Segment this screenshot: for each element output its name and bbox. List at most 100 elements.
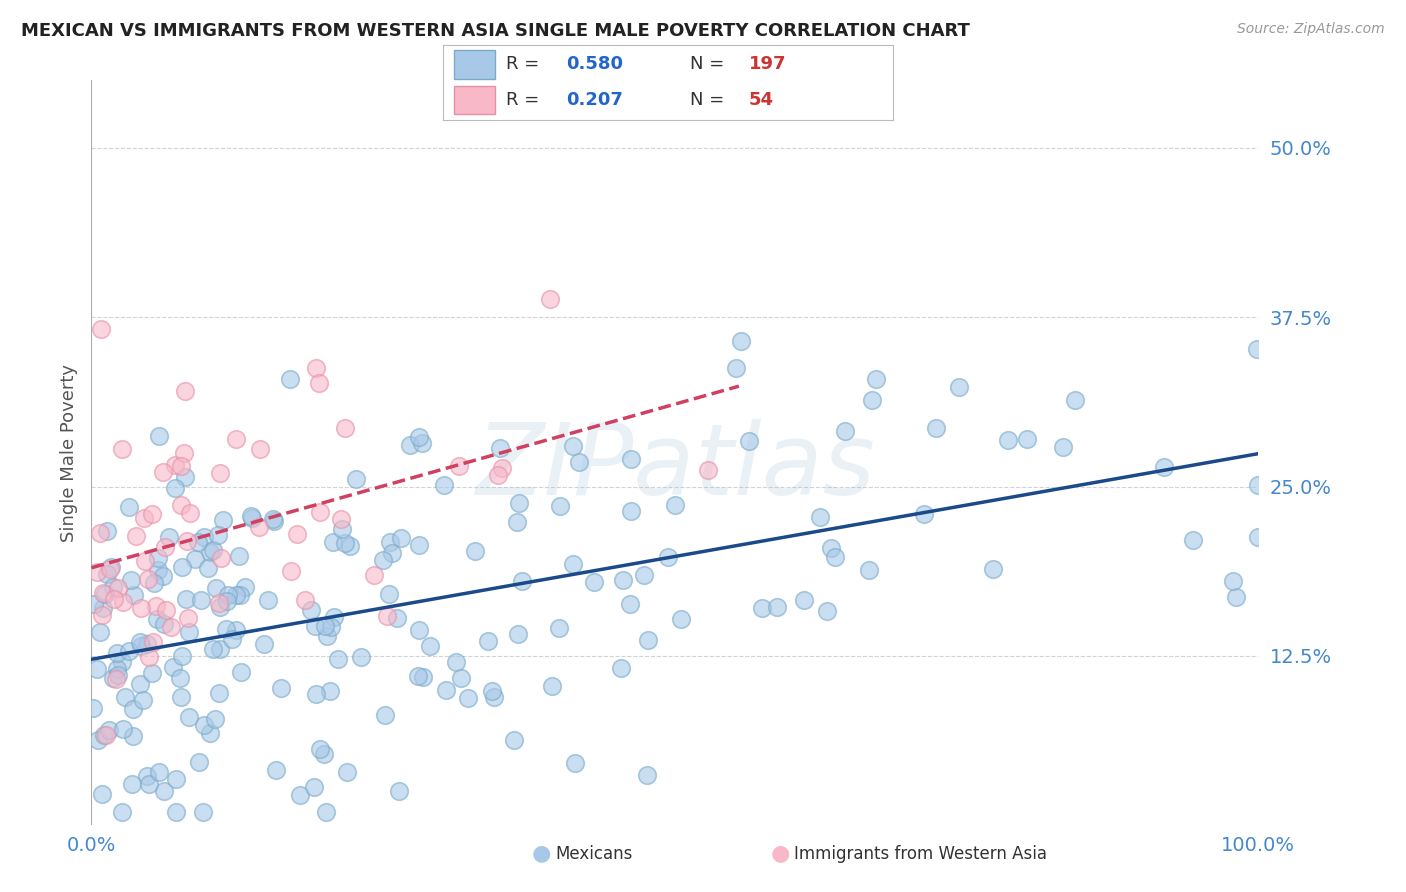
- Point: [316, 629, 339, 643]
- Point: [1225, 590, 1247, 604]
- Point: [170, 560, 193, 574]
- Point: [450, 671, 472, 685]
- Point: [378, 587, 401, 601]
- Point: [506, 627, 529, 641]
- Point: [107, 668, 129, 682]
- Point: [91, 608, 114, 623]
- Point: [408, 623, 430, 637]
- Point: [408, 669, 430, 683]
- Point: [508, 496, 530, 510]
- Point: [374, 707, 396, 722]
- Point: [128, 635, 150, 649]
- Point: [169, 671, 191, 685]
- Point: [412, 670, 434, 684]
- Text: 0.207: 0.207: [567, 91, 623, 109]
- Point: [619, 597, 641, 611]
- Point: [1181, 533, 1204, 547]
- Point: [111, 595, 134, 609]
- Text: 54: 54: [749, 91, 773, 109]
- Point: [434, 683, 457, 698]
- Point: [378, 535, 401, 549]
- Point: [294, 593, 316, 607]
- Point: [111, 442, 134, 456]
- Point: [90, 787, 112, 801]
- Point: [101, 581, 124, 595]
- Point: [865, 372, 887, 386]
- Point: [322, 534, 344, 549]
- Point: [257, 593, 280, 607]
- Point: [146, 550, 169, 565]
- Point: [262, 512, 284, 526]
- Point: [129, 601, 152, 615]
- Point: [208, 686, 231, 700]
- Point: [388, 783, 411, 797]
- Point: [304, 618, 326, 632]
- Point: [105, 662, 128, 676]
- Point: [152, 617, 174, 632]
- Point: [170, 690, 193, 704]
- Point: [457, 691, 479, 706]
- Point: [308, 376, 330, 391]
- Point: [107, 581, 129, 595]
- Point: [363, 568, 385, 582]
- Text: MEXICAN VS IMMIGRANTS FROM WESTERN ASIA SINGLE MALE POVERTY CORRELATION CHART: MEXICAN VS IMMIGRANTS FROM WESTERN ASIA …: [21, 22, 970, 40]
- Point: [724, 361, 747, 376]
- Point: [1222, 574, 1244, 589]
- Point: [305, 687, 328, 701]
- Point: [314, 619, 336, 633]
- Point: [143, 576, 166, 591]
- Point: [104, 672, 127, 686]
- Point: [948, 380, 970, 394]
- Point: [482, 690, 505, 704]
- Point: [323, 610, 346, 624]
- Point: [330, 512, 353, 526]
- Point: [385, 610, 408, 624]
- Point: [202, 543, 225, 558]
- Point: [620, 452, 643, 467]
- Point: [444, 655, 467, 669]
- Point: [207, 528, 229, 542]
- Point: [1153, 460, 1175, 475]
- Point: [188, 755, 211, 769]
- Point: [209, 551, 232, 566]
- Point: [697, 463, 720, 477]
- Point: [98, 562, 121, 576]
- Point: [141, 507, 163, 521]
- Point: [173, 446, 195, 460]
- Point: [193, 718, 215, 732]
- Point: [131, 693, 153, 707]
- Point: [155, 541, 177, 555]
- Point: [225, 588, 247, 602]
- Point: [290, 788, 312, 802]
- Point: [208, 596, 231, 610]
- Point: [165, 805, 187, 819]
- Point: [408, 430, 430, 444]
- Point: [373, 553, 395, 567]
- Point: [179, 625, 201, 640]
- Point: [1064, 392, 1087, 407]
- Point: [1247, 530, 1270, 544]
- Point: [190, 593, 212, 607]
- Point: [122, 588, 145, 602]
- Point: [231, 665, 253, 679]
- Point: [1247, 478, 1270, 492]
- Point: [93, 728, 115, 742]
- Point: [120, 574, 142, 588]
- Point: [540, 679, 562, 693]
- FancyBboxPatch shape: [454, 86, 495, 114]
- Point: [336, 764, 359, 779]
- Point: [135, 769, 157, 783]
- Point: [240, 511, 263, 525]
- Point: [419, 639, 441, 653]
- Point: [174, 470, 197, 484]
- Point: [141, 665, 163, 680]
- Point: [503, 733, 526, 747]
- Point: [411, 435, 433, 450]
- Point: [112, 722, 135, 736]
- Point: [138, 649, 160, 664]
- Point: [302, 780, 325, 795]
- Point: [152, 465, 174, 479]
- Point: [91, 600, 114, 615]
- Point: [464, 544, 486, 558]
- Point: [808, 509, 831, 524]
